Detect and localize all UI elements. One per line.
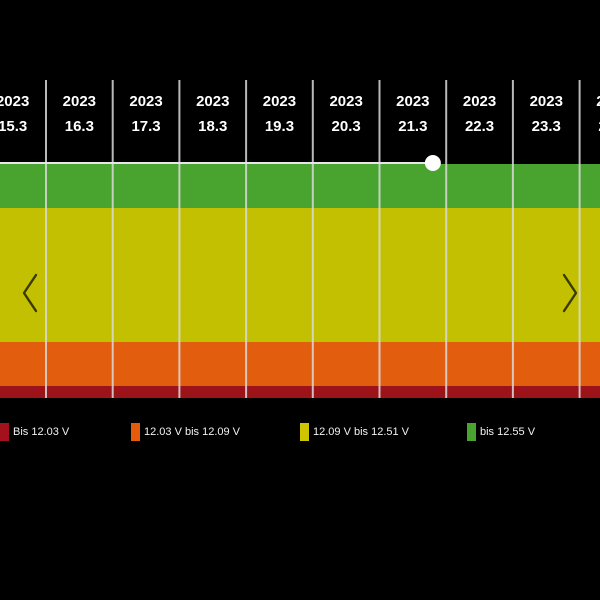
date-day-label: 17.3 (131, 118, 160, 135)
chevron-right-icon (562, 273, 578, 313)
current-position-indicator (0, 155, 441, 171)
voltage-bands (0, 164, 600, 398)
legend-label: 12.09 V bis 12.51 V (313, 426, 410, 438)
legend-item-green: bis 12.55 V (467, 422, 535, 442)
legend-swatch (467, 423, 476, 441)
date-day-label: 19.3 (265, 118, 294, 135)
band-yellow (0, 208, 600, 342)
legend-label: 12.03 V bis 12.09 V (144, 426, 241, 438)
legend-label: bis 12.55 V (480, 426, 536, 438)
date-year-label: 2023 (263, 93, 296, 110)
legend-item-red: Bis 12.03 V (0, 422, 69, 442)
legend-item-orange: 12.03 V bis 12.09 V (131, 422, 240, 442)
band-green (0, 164, 600, 208)
date-year-label: 2023 (596, 93, 600, 110)
legend-label: Bis 12.03 V (13, 426, 70, 438)
date-year-label: 2023 (329, 93, 362, 110)
date-day-label: 24.3 (598, 118, 600, 135)
date-day-label: 22.3 (465, 118, 494, 135)
prev-button[interactable] (18, 272, 42, 314)
legend: Bis 12.03 V 12.03 V bis 12.09 V 12.09 V … (0, 422, 600, 444)
legend-swatch (0, 423, 9, 441)
date-day-label: 23.3 (532, 118, 561, 135)
date-year-label: 2023 (463, 93, 496, 110)
chevron-left-icon (22, 273, 38, 313)
date-day-label: 15.3 (0, 118, 27, 135)
date-gridlines (45, 80, 581, 398)
date-labels: 2023 15.3 2023 16.3 2023 17.3 2023 18.3 2023 19.3… (0, 93, 600, 135)
band-red (0, 386, 600, 398)
date-year-label: 2023 (396, 93, 429, 110)
indicator-dot[interactable] (424, 155, 441, 171)
date-year-label: 2023 (196, 93, 229, 110)
legend-swatch (300, 423, 309, 441)
date-year-label: 2023 (0, 93, 29, 110)
date-year-label: 2023 (129, 93, 162, 110)
legend-swatch (131, 423, 140, 441)
date-day-label: 16.3 (65, 118, 94, 135)
date-day-label: 21.3 (398, 118, 427, 135)
legend-item-yellow: 12.09 V bis 12.51 V (300, 422, 409, 442)
date-day-label: 18.3 (198, 118, 227, 135)
date-year-label: 2023 (63, 93, 96, 110)
band-orange (0, 342, 600, 386)
next-button[interactable] (558, 272, 582, 314)
date-day-label: 20.3 (332, 118, 361, 135)
date-year-label: 2023 (530, 93, 563, 110)
